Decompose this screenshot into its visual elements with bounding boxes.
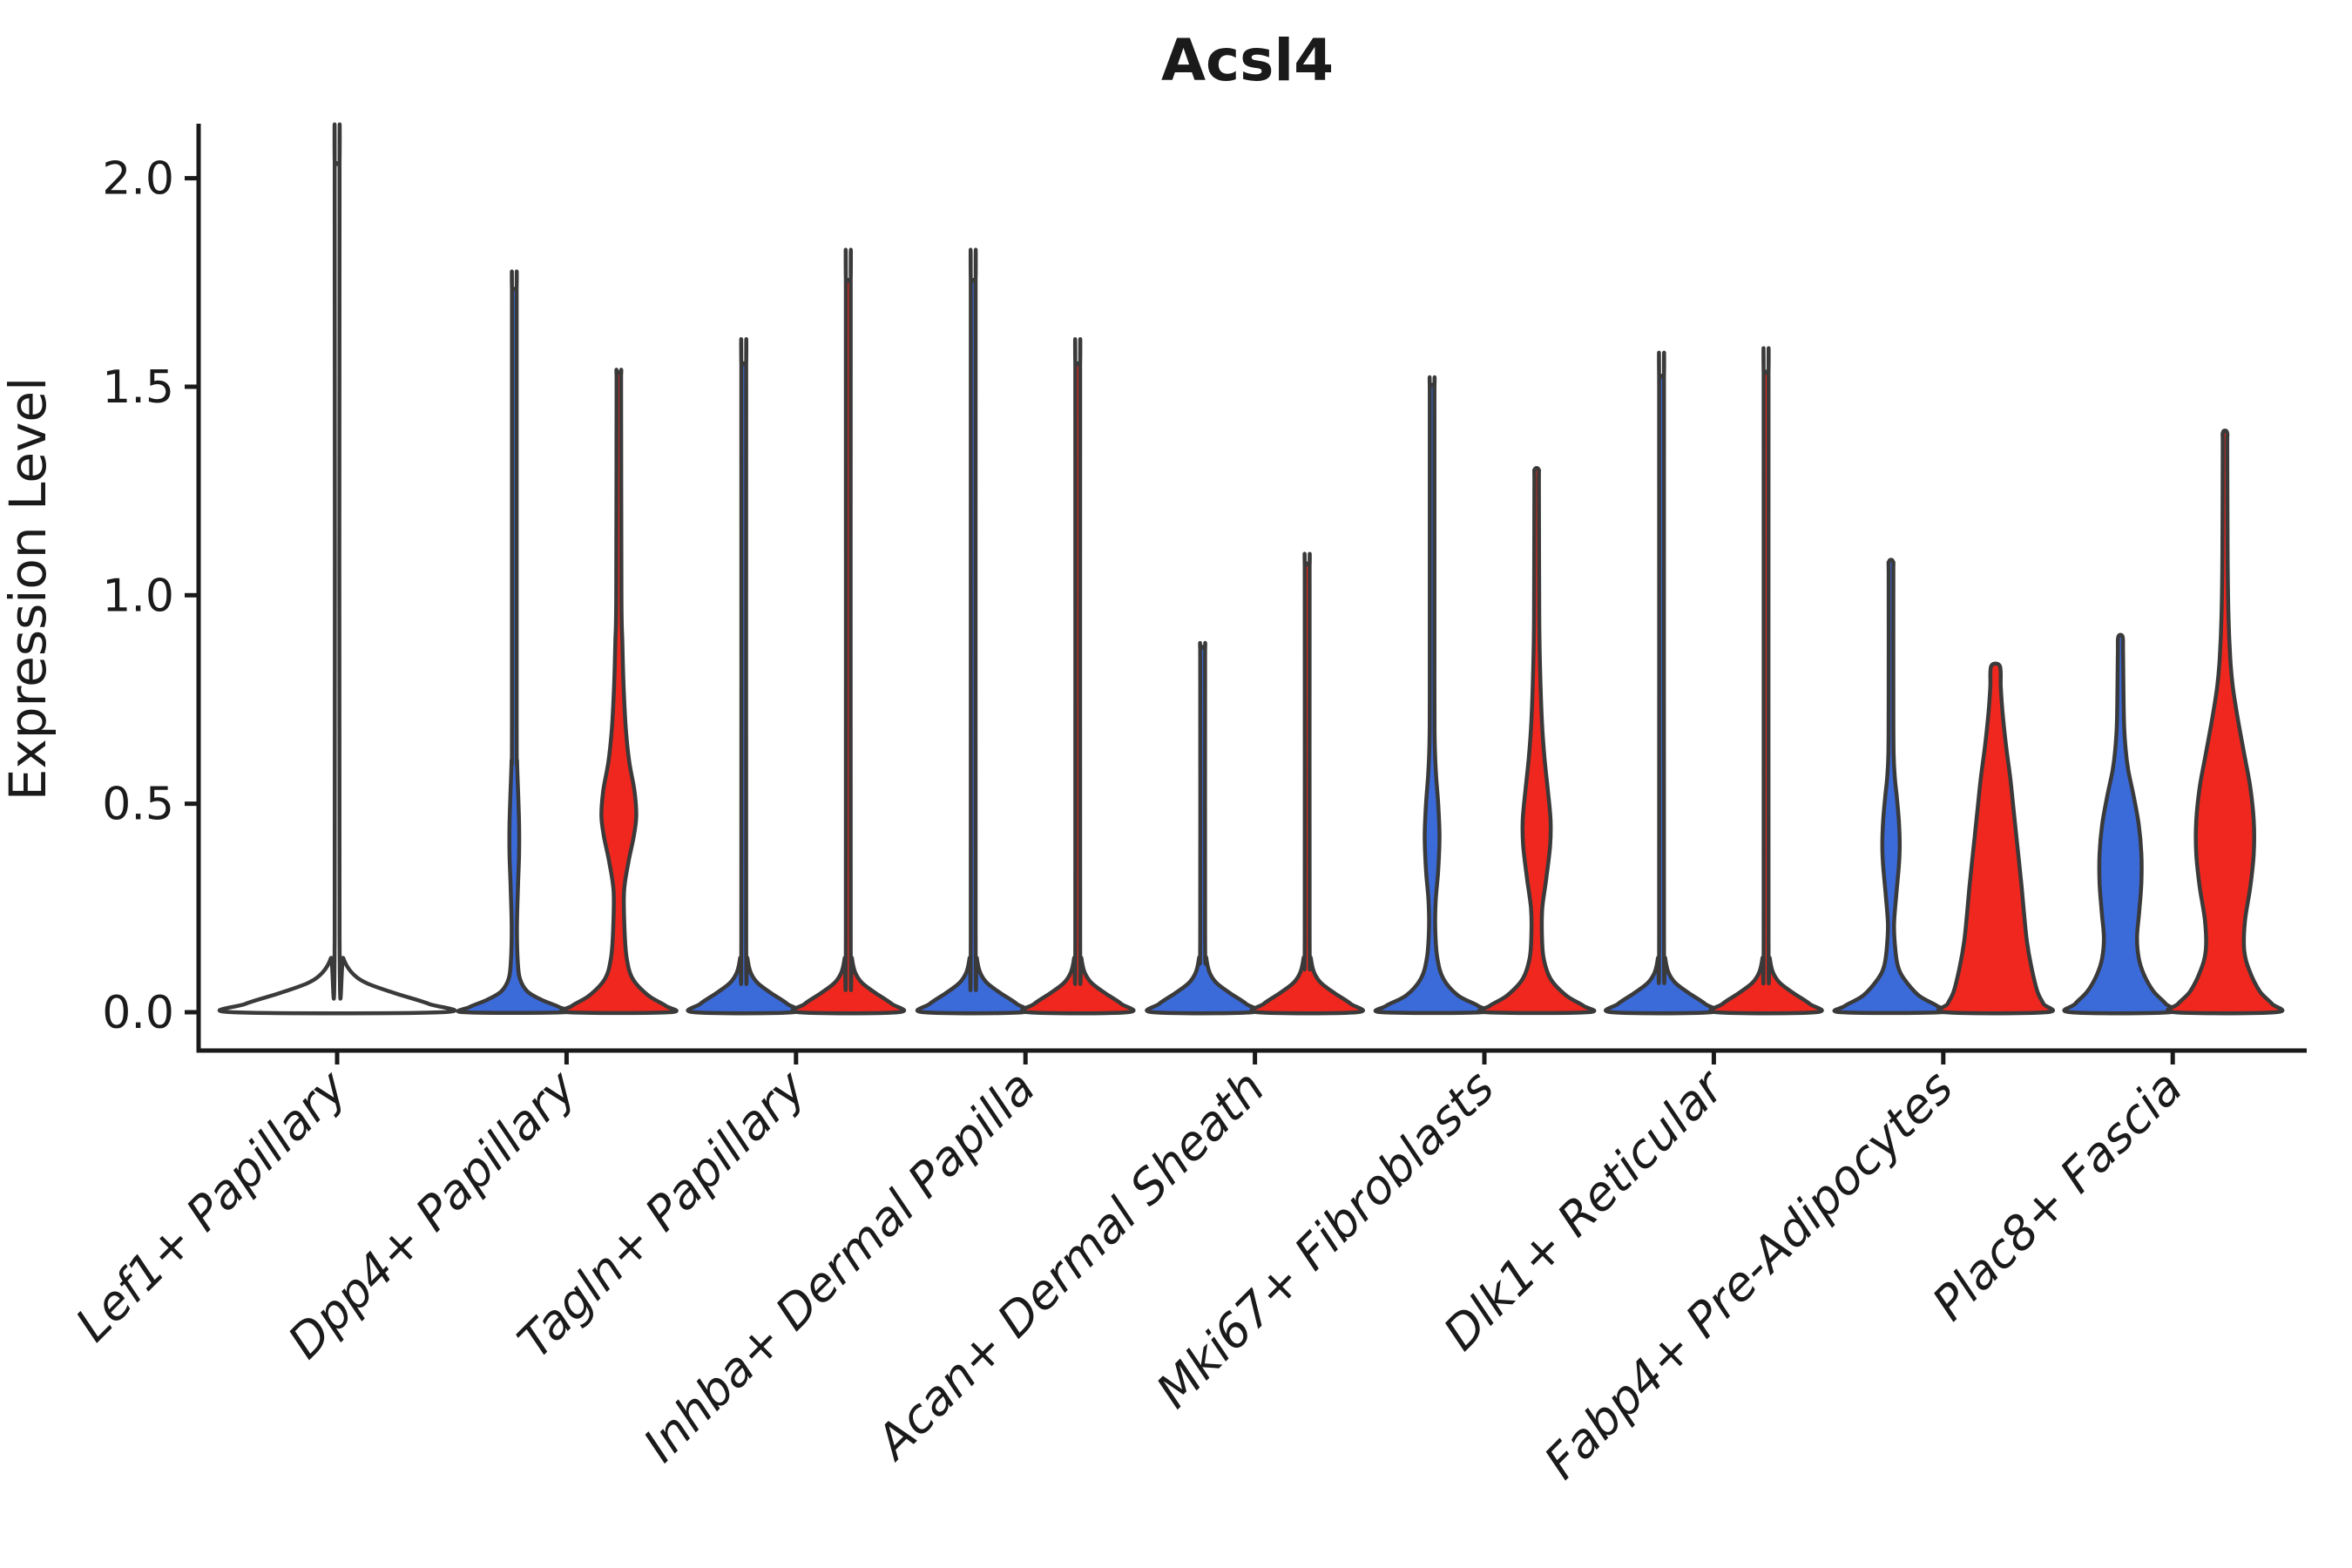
violin-dpp4-papillary-red bbox=[559, 368, 679, 1016]
y-axis-label: Expression Level bbox=[0, 377, 57, 801]
violin-fabp4-pre-adipocytes-red bbox=[1936, 661, 2055, 1016]
violin-inhba-dermal-papilla-red bbox=[1019, 337, 1136, 1016]
violin-dlk1-reticular-red bbox=[1708, 346, 1824, 1016]
y-tick-label-1.5: 1.5 bbox=[102, 362, 174, 414]
y-tick-label-2.0: 2.0 bbox=[102, 153, 174, 206]
violin-acan-dermal-sheath-red bbox=[1249, 551, 1365, 1016]
violins-layer bbox=[217, 122, 2285, 1016]
y-tick-label-1.0: 1.0 bbox=[102, 570, 174, 622]
violin-lef1-papillary-single bbox=[217, 122, 457, 1016]
violin-tagln-papillary-red bbox=[790, 247, 907, 1016]
y-tick-label-0.5: 0.5 bbox=[102, 779, 174, 831]
violin-plac8-fascia-red bbox=[2166, 428, 2285, 1016]
axis-spines bbox=[196, 124, 2307, 1053]
violin-dlk1-reticular-blue bbox=[1604, 350, 1720, 1016]
y-tick-label-0.0: 0.0 bbox=[102, 987, 174, 1039]
violin-inhba-dermal-papilla-blue bbox=[915, 247, 1031, 1016]
y-axis-ticks: 0.0 0.5 1.0 1.5 2.0 bbox=[102, 153, 199, 1039]
chart-title: Acsl4 bbox=[1161, 27, 1334, 94]
violin-acan-dermal-sheath-blue bbox=[1145, 641, 1260, 1016]
violin-mki67-fibroblasts-red bbox=[1477, 466, 1597, 1016]
violin-tagln-papillary-blue bbox=[686, 337, 802, 1016]
